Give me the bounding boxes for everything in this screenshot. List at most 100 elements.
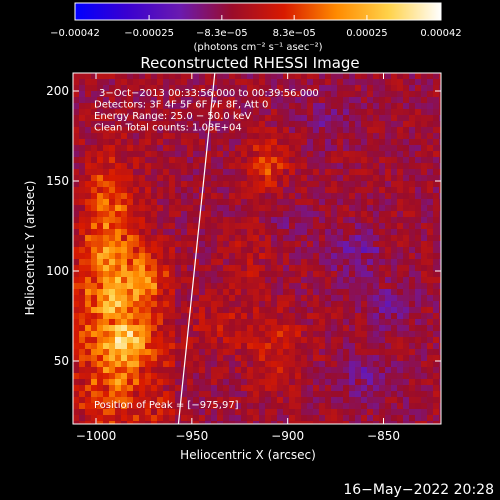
heatmap-cell bbox=[349, 391, 356, 398]
heatmap-cell bbox=[421, 193, 428, 200]
heatmap-cell bbox=[367, 79, 374, 86]
heatmap-cell bbox=[109, 223, 116, 230]
heatmap-cell bbox=[325, 121, 332, 128]
heatmap-cell bbox=[115, 109, 122, 116]
heatmap-cell bbox=[115, 385, 122, 392]
heatmap-cell bbox=[295, 271, 302, 278]
heatmap-cell bbox=[247, 349, 254, 356]
heatmap-cell bbox=[391, 115, 398, 122]
heatmap-cell bbox=[283, 181, 290, 188]
heatmap-cell bbox=[175, 313, 182, 320]
heatmap-cell bbox=[109, 133, 116, 140]
heatmap-cell bbox=[223, 241, 230, 248]
heatmap-cell bbox=[229, 133, 236, 140]
heatmap-cell bbox=[91, 169, 98, 176]
heatmap-cell bbox=[73, 421, 80, 424]
heatmap-cell bbox=[151, 157, 158, 164]
heatmap-cell bbox=[313, 391, 320, 398]
heatmap-cell bbox=[253, 397, 260, 404]
heatmap-cell bbox=[313, 283, 320, 290]
heatmap-cell bbox=[283, 187, 290, 194]
heatmap-cell bbox=[151, 409, 158, 416]
heatmap-cell bbox=[127, 361, 134, 368]
heatmap-cell bbox=[379, 331, 386, 338]
heatmap-cell bbox=[97, 139, 104, 146]
heatmap-cell bbox=[433, 217, 440, 224]
heatmap-cell bbox=[379, 367, 386, 374]
heatmap-cell bbox=[325, 415, 332, 422]
heatmap-cell bbox=[373, 175, 380, 182]
heatmap-cell bbox=[205, 211, 212, 218]
heatmap-cell bbox=[283, 391, 290, 398]
heatmap-cell bbox=[193, 403, 200, 410]
heatmap-cell bbox=[235, 97, 242, 104]
heatmap-cell bbox=[379, 301, 386, 308]
heatmap-cell bbox=[211, 385, 218, 392]
heatmap-cell bbox=[235, 91, 242, 98]
heatmap-cell bbox=[427, 109, 434, 116]
heatmap-cell bbox=[361, 121, 368, 128]
heatmap-cell bbox=[313, 157, 320, 164]
heatmap-cell bbox=[397, 277, 404, 284]
heatmap-cell bbox=[415, 331, 422, 338]
heatmap-cell bbox=[373, 415, 380, 422]
heatmap-cell bbox=[427, 103, 434, 110]
heatmap-cell bbox=[241, 379, 248, 386]
heatmap-cell bbox=[301, 373, 308, 380]
heatmap-cell bbox=[421, 217, 428, 224]
heatmap-cell bbox=[91, 337, 98, 344]
heatmap-cell bbox=[427, 223, 434, 230]
heatmap-cell bbox=[127, 217, 134, 224]
heatmap-cell bbox=[325, 253, 332, 260]
heatmap-cell bbox=[391, 355, 398, 362]
heatmap-cell bbox=[199, 421, 206, 424]
heatmap-cell bbox=[373, 199, 380, 206]
heatmap-cell bbox=[349, 151, 356, 158]
heatmap-cell bbox=[421, 409, 428, 416]
heatmap-cell bbox=[319, 229, 326, 236]
heatmap-cell bbox=[157, 205, 164, 212]
heatmap-cell bbox=[223, 133, 230, 140]
heatmap-cell bbox=[115, 139, 122, 146]
heatmap-cell bbox=[139, 181, 146, 188]
heatmap-cell bbox=[433, 331, 440, 338]
heatmap-cell bbox=[73, 181, 80, 188]
heatmap-cell bbox=[355, 229, 362, 236]
heatmap-cell bbox=[385, 367, 392, 374]
heatmap-cell bbox=[85, 397, 92, 404]
heatmap-cell bbox=[73, 391, 80, 398]
heatmap-cell bbox=[391, 277, 398, 284]
heatmap-cell bbox=[235, 217, 242, 224]
heatmap-cell bbox=[343, 421, 350, 424]
heatmap-cell bbox=[73, 235, 80, 242]
heatmap-cell bbox=[325, 367, 332, 374]
heatmap-cell bbox=[193, 199, 200, 206]
heatmap-cell bbox=[283, 367, 290, 374]
heatmap-cell bbox=[391, 373, 398, 380]
heatmap-cell bbox=[337, 295, 344, 302]
heatmap-cell bbox=[121, 169, 128, 176]
heatmap-cell bbox=[403, 163, 410, 170]
heatmap-cell bbox=[379, 157, 386, 164]
heatmap-cell bbox=[91, 133, 98, 140]
heatmap-cell bbox=[307, 421, 314, 424]
heatmap-cell bbox=[211, 145, 218, 152]
heatmap-cell bbox=[331, 391, 338, 398]
heatmap-cell bbox=[223, 193, 230, 200]
heatmap-cell bbox=[433, 397, 440, 404]
heatmap-cell bbox=[223, 331, 230, 338]
heatmap-cell bbox=[373, 289, 380, 296]
heatmap-cell bbox=[343, 223, 350, 230]
heatmap-cell bbox=[193, 211, 200, 218]
heatmap-cell bbox=[115, 121, 122, 128]
heatmap-cell bbox=[217, 253, 224, 260]
heatmap-cell bbox=[271, 205, 278, 212]
heatmap-cell bbox=[361, 301, 368, 308]
heatmap-cell bbox=[355, 139, 362, 146]
heatmap-cell bbox=[409, 199, 416, 206]
heatmap-cell bbox=[145, 313, 152, 320]
heatmap-cell bbox=[301, 205, 308, 212]
heatmap-cell bbox=[199, 73, 206, 80]
heatmap-cell bbox=[163, 283, 170, 290]
heatmap-cell bbox=[277, 85, 284, 92]
